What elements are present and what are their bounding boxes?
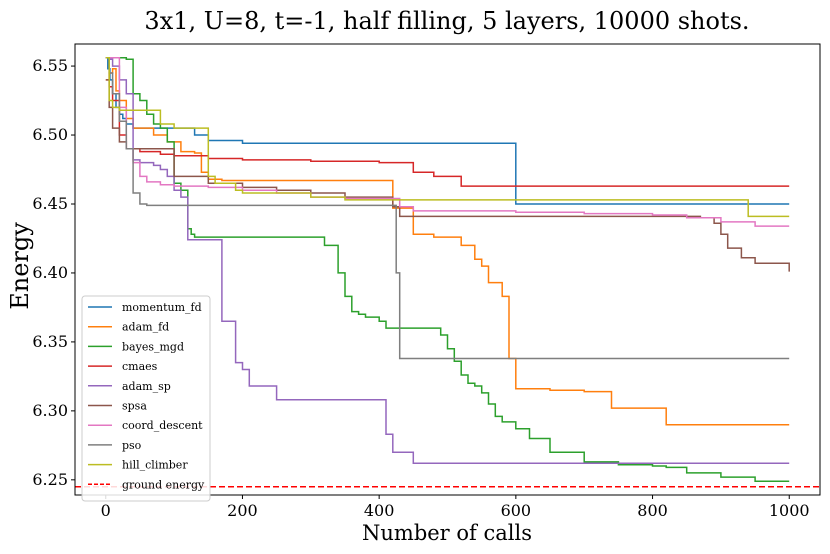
axes: 0 200 400 600 800 1000 6.25 6.30 6.35 6.40 6.45 6.5… [32,43,821,520]
series-line-pso [105,57,790,360]
x-tick-label: 1000 [769,501,810,520]
legend-label: hill_climber [122,459,188,472]
series-line-adam-sp [105,57,790,465]
legend-label: adam_sp [122,380,171,393]
x-tick-label: 800 [637,501,668,520]
y-tick-label: 6.45 [32,194,68,213]
series-line-bayes-mgd [105,57,790,482]
legend-label: adam_fd [122,321,169,334]
y-tick-label: 6.25 [32,470,68,489]
plot-area [75,57,820,488]
x-axis-label: Number of calls [362,521,532,545]
legend-label: bayes_mgd [122,340,184,353]
legend-box [81,295,211,502]
legend-label: coord_descent [122,419,203,432]
x-tick-label: 200 [227,501,258,520]
series-line-hill-climber [105,57,790,218]
x-tick-label: 0 [101,501,111,520]
legend-label: ground energy [122,478,205,491]
legend-label: momentum_fd [122,301,202,314]
x-tick-label: 600 [501,501,532,520]
chart-title: 3x1, U=8, t=-1, half filling, 5 layers, … [144,7,749,35]
y-tick-label: 6.50 [32,125,68,144]
y-tick-label: 6.35 [32,332,68,351]
x-tick-label: 400 [364,501,395,520]
y-tick-label: 6.55 [32,56,68,75]
y-tick-label: 6.40 [32,263,68,282]
legend-label: spsa [122,400,147,413]
legend-label: pso [122,439,142,452]
legend-label: cmaes [122,360,158,373]
y-axis-label: Energy [6,222,34,310]
y-tick-label: 6.30 [32,401,68,420]
axes-frame [74,43,821,496]
